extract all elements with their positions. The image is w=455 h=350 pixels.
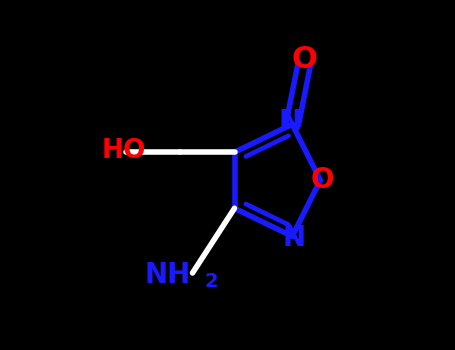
Text: O: O <box>292 45 318 74</box>
Text: HO: HO <box>102 138 147 163</box>
Text: 2: 2 <box>205 272 218 291</box>
Text: N: N <box>283 224 306 252</box>
Text: N: N <box>279 108 302 136</box>
Text: O: O <box>310 166 334 194</box>
Text: NH: NH <box>145 261 191 289</box>
